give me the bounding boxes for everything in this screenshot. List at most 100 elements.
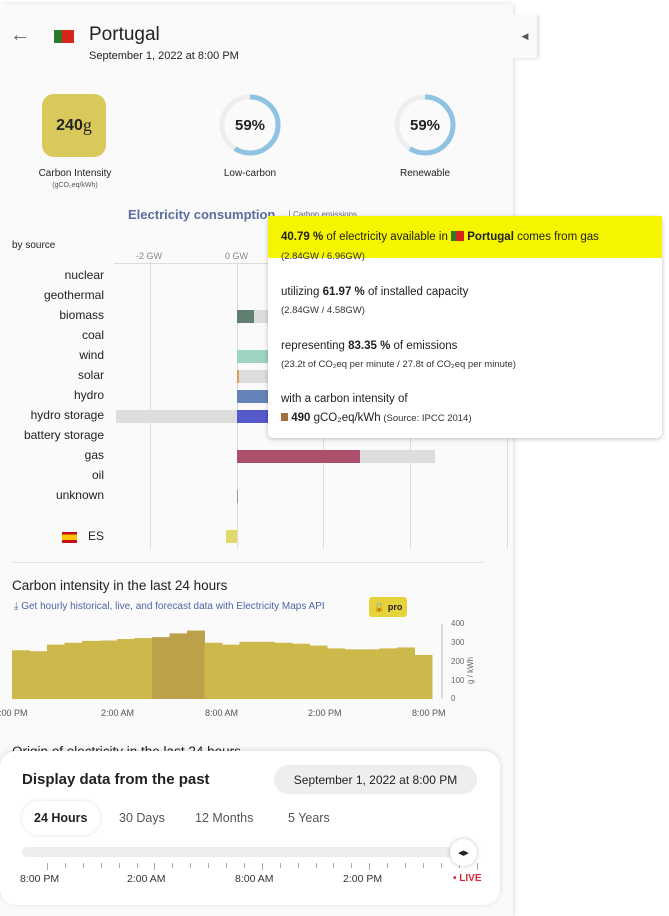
intensity-bar[interactable]: [309, 645, 328, 699]
download-icon: ⤓: [14, 601, 19, 612]
intensity-bar[interactable]: [169, 633, 188, 699]
production-bar-unknown[interactable]: [237, 490, 238, 503]
arrow-left-icon[interactable]: ←: [10, 24, 30, 46]
intensity-bar[interactable]: [152, 637, 170, 699]
tab-electricity-consumption[interactable]: Electricity consumption: [128, 207, 276, 222]
time-slider-track[interactable]: [22, 847, 462, 857]
slider-tick: [387, 863, 389, 868]
axis-tick: -2 GW: [136, 251, 162, 261]
y-axis-label: g / kWh: [466, 656, 475, 684]
row-label-nuclear: nuclear: [64, 268, 104, 282]
slider-label: 8:00 PM: [20, 873, 60, 885]
slider-label: 2:00 AM: [127, 873, 166, 885]
intensity-bar[interactable]: [82, 640, 100, 699]
slider-tick: [208, 863, 210, 868]
slider-tick: [351, 863, 353, 868]
row-label-hydro: hydro: [73, 388, 104, 402]
slider-tick: [82, 863, 84, 868]
tab-30-days[interactable]: 30 Days: [119, 811, 165, 825]
intensity-bar[interactable]: [12, 650, 30, 699]
portugal-flag-icon: [451, 231, 465, 241]
renewable-value: 59%: [409, 117, 441, 134]
intensity-bar[interactable]: [222, 644, 240, 699]
row-label-wind: wind: [79, 348, 104, 362]
intensity-bar[interactable]: [344, 649, 363, 699]
x-tick: 8:00 PM: [0, 708, 28, 718]
production-bar-gas[interactable]: [237, 450, 360, 463]
tab-12-months[interactable]: 12 Months: [195, 811, 254, 825]
divider: [12, 562, 484, 563]
x-tick: 8:00 PM: [412, 708, 446, 718]
low-carbon-value: 59%: [234, 117, 266, 134]
intensity-bar[interactable]: [187, 630, 205, 699]
slider-tick: [100, 863, 102, 868]
intensity-bar[interactable]: [379, 648, 398, 699]
renewable-gauge: 59%: [393, 93, 457, 157]
row-label-solar: solar: [77, 368, 104, 382]
intensity-bar[interactable]: [292, 643, 310, 699]
intensity-bar[interactable]: [257, 641, 275, 699]
intensity-bar[interactable]: [29, 651, 48, 699]
highlight: [268, 216, 662, 258]
intensity-bar[interactable]: [274, 642, 293, 699]
slider-tick: [279, 863, 281, 868]
intensity-bar[interactable]: [327, 648, 345, 699]
time-controller: Display data from the past September 1, …: [0, 751, 500, 905]
exchange-bar-es[interactable]: [226, 530, 237, 543]
slider-tick: [476, 863, 478, 870]
tab-24-hours[interactable]: 24 Hours: [22, 801, 100, 835]
api-link[interactable]: ⤓ Get hourly historical, live, and forec…: [14, 601, 325, 612]
row-label-gas: gas: [84, 448, 104, 462]
tooltip-sub: (2.84GW / 4.58GW): [281, 305, 365, 316]
pro-badge[interactable]: 🔒 pro: [369, 597, 407, 617]
intensity-bar[interactable]: [134, 638, 153, 699]
y-tick: 100: [451, 676, 465, 685]
row-label-coal: coal: [81, 328, 104, 342]
tab-5-years[interactable]: 5 Years: [288, 811, 330, 825]
intensity-bar[interactable]: [397, 647, 415, 699]
y-tick: 400: [451, 619, 465, 628]
tab-carbon-emissions[interactable]: Carbon emissions: [289, 210, 357, 219]
caret-left-icon[interactable]: ◀: [513, 14, 537, 58]
selected-datetime[interactable]: September 1, 2022 at 8:00 PM: [274, 765, 477, 794]
zone-title: Portugal: [89, 24, 160, 45]
y-tick: 0: [451, 694, 456, 703]
time-controller-heading: Display data from the past: [22, 771, 210, 788]
intensity-bar[interactable]: [64, 642, 83, 699]
capacity-bar[interactable]: [115, 410, 237, 423]
slider-tick: [243, 863, 245, 868]
row-label-oil: oil: [91, 468, 104, 482]
slider-tick: [405, 863, 406, 868]
lock-icon: 🔒: [373, 601, 385, 612]
mode-label: by source: [12, 240, 56, 251]
intensity-bar[interactable]: [99, 640, 118, 700]
row-label-battery-storage: battery storage: [23, 428, 104, 442]
y-tick: 300: [451, 638, 465, 647]
carbon-intensity-chart[interactable]: [0, 619, 500, 709]
slider-tick: [47, 863, 48, 870]
production-bar-solar[interactable]: [237, 370, 240, 383]
intensity-bar[interactable]: [204, 642, 223, 699]
intensity-bar[interactable]: [414, 654, 433, 699]
tooltip-sub: (23.2t of CO₂eq per minute / 27.8t of CO…: [281, 359, 516, 370]
slider-tick: [64, 863, 66, 868]
axis-tick: 0 GW: [225, 251, 249, 261]
intensity-bar[interactable]: [117, 639, 135, 699]
slider-tick: [136, 863, 138, 868]
live-button[interactable]: • LIVE: [453, 873, 482, 884]
zone-datetime: September 1, 2022 at 8:00 PM: [89, 50, 239, 62]
slider-tick: [422, 863, 424, 868]
arrows-left-right-icon[interactable]: ◀▶: [450, 839, 477, 866]
slider-label: 8:00 AM: [235, 873, 274, 885]
row-label-biomass: biomass: [59, 308, 104, 322]
intensity-bar[interactable]: [239, 641, 258, 699]
intensity-bar[interactable]: [47, 644, 65, 699]
carbon-intensity-chart-title: Carbon intensity in the last 24 hours: [12, 578, 228, 593]
slider-tick: [190, 863, 192, 868]
row-label-geothermal: geothermal: [43, 288, 104, 302]
tooltip: 40.79 % of electricity available in Port…: [268, 216, 662, 438]
slider-tick: [172, 863, 174, 868]
x-tick: 2:00 PM: [308, 708, 342, 718]
intensity-bar[interactable]: [362, 649, 380, 699]
production-bar-biomass[interactable]: [237, 310, 255, 323]
